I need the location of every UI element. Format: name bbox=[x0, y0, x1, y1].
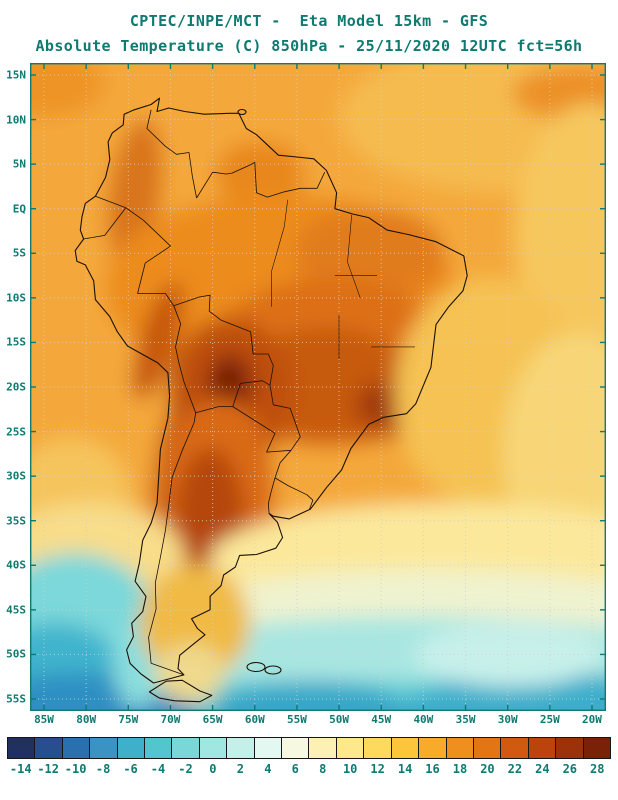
colorbar-cell bbox=[335, 738, 364, 758]
lat-label: 55S bbox=[6, 692, 26, 706]
map-frame bbox=[29, 62, 606, 711]
colorbar-cell bbox=[445, 738, 473, 758]
title-line-1: CPTEC/INPE/MCT - Eta Model 15km - GFS bbox=[129, 12, 489, 30]
lat-label: 10N bbox=[6, 113, 26, 127]
lat-label: 45S bbox=[6, 603, 26, 617]
lat-label: 10S bbox=[6, 291, 26, 305]
lat-label: 35S bbox=[6, 514, 26, 528]
lon-label: 30W bbox=[497, 713, 518, 726]
colorbar-cell bbox=[500, 738, 528, 758]
colorbar-tick-label: 2 bbox=[236, 762, 244, 776]
lat-label: 40S bbox=[6, 558, 26, 572]
colorbar-tick-label: 8 bbox=[319, 762, 327, 776]
colorbar-cell bbox=[171, 738, 199, 758]
colorbar-labels: -14 -12 -10 -8 -6 -4 -2 0 2 4 6 8 10 12 14 16 18 20 22 24 26… bbox=[7, 762, 611, 776]
colorbar-tick-label: 10 bbox=[342, 762, 358, 776]
colorbar-cell bbox=[198, 738, 227, 758]
lat-label: 20S bbox=[6, 380, 26, 394]
lat-label: 15N bbox=[6, 68, 26, 82]
colorbar-tick-label: 22 bbox=[507, 762, 523, 776]
colorbar-cell bbox=[116, 738, 145, 758]
lat-label: 15S bbox=[6, 335, 26, 349]
header: CPTEC/INPE/MCT - Eta Model 15km - GFS Ab… bbox=[0, 0, 618, 59]
lon-label: 45W bbox=[371, 713, 392, 726]
lon-label: 80W bbox=[76, 713, 97, 726]
lon-axis: 85W 80W 75W 70W 65W 60W 55W 50W 45W 40W 35W 30W 25W 2… bbox=[0, 713, 618, 730]
colorbar-cell bbox=[253, 738, 282, 758]
colorbar-cell bbox=[8, 738, 35, 758]
falkland-west bbox=[246, 661, 266, 673]
colorbar-tick-label: 24 bbox=[535, 762, 550, 776]
lon-label: 65W bbox=[202, 713, 223, 726]
colorbar-tick-label: -10 bbox=[64, 762, 87, 776]
colorbar-cell bbox=[390, 738, 419, 758]
colorbar-cell bbox=[308, 738, 336, 758]
lat-label: 5S bbox=[12, 246, 26, 260]
lon-label: 55W bbox=[286, 713, 307, 726]
colorbar-tick-label: -6 bbox=[123, 762, 138, 776]
colorbar-tick-label: 26 bbox=[562, 762, 578, 776]
colorbar-tick-label: 6 bbox=[291, 762, 299, 776]
colorbar-tick-label: 16 bbox=[425, 762, 440, 776]
lon-label: 35W bbox=[455, 713, 476, 726]
map-border bbox=[29, 62, 606, 711]
colorbar-tick-label: -12 bbox=[37, 762, 60, 776]
falkland-east bbox=[264, 665, 282, 675]
colorbar-cell bbox=[61, 738, 90, 758]
country-borders bbox=[83, 109, 415, 676]
colorbar-cell bbox=[527, 738, 556, 758]
colorbar-cell bbox=[144, 738, 172, 758]
temperature-field bbox=[30, 63, 606, 711]
lat-label: 50S bbox=[6, 647, 26, 661]
colorbar-tick-label: -2 bbox=[178, 762, 193, 776]
colorbar-cell bbox=[555, 738, 583, 758]
trinidad bbox=[237, 108, 247, 116]
weather-map-page: CPTEC/INPE/MCT - Eta Model 15km - GFS Ab… bbox=[0, 0, 618, 776]
lon-label: 25W bbox=[539, 713, 560, 726]
colorbar-tick-label: 0 bbox=[209, 762, 217, 776]
lon-label: 20W bbox=[582, 713, 602, 726]
south-america-coast bbox=[74, 97, 468, 684]
colorbar-cell bbox=[582, 738, 610, 758]
map-area: 15N 10N 5N EQ 5S 10S 15S 20S 25S 30S 35S 40S 45S 50S 5… bbox=[0, 62, 618, 711]
colorbar-tick-label: -8 bbox=[95, 762, 111, 776]
lon-label: 50W bbox=[329, 713, 349, 726]
colorbar-cell bbox=[89, 738, 117, 758]
lon-label: 40W bbox=[413, 713, 434, 726]
colorbar bbox=[7, 737, 611, 759]
lat-label: 25S bbox=[6, 425, 26, 439]
coastline bbox=[74, 97, 468, 703]
lon-label: 70W bbox=[160, 713, 181, 726]
lat-label: EQ bbox=[12, 202, 26, 216]
lon-label: 85W bbox=[34, 713, 54, 726]
colorbar-cell bbox=[226, 738, 254, 758]
colorbar-tick-label: 28 bbox=[590, 762, 605, 776]
colorbar-cell bbox=[363, 738, 391, 758]
colorbar-tick-label: 20 bbox=[480, 762, 495, 776]
lon-label: 75W bbox=[118, 713, 139, 726]
title-line-2: Absolute Temperature (C) 850hPa - 25/11/… bbox=[35, 37, 583, 55]
lat-axis: 15N 10N 5N EQ 5S 10S 15S 20S 25S 30S 35S 40S 45S 50S 5… bbox=[0, 63, 28, 711]
colorbar-cell bbox=[472, 738, 501, 758]
colorbar-tick-label: 14 bbox=[397, 762, 413, 776]
colorbar-tick-label: -4 bbox=[150, 762, 166, 776]
lon-label: 60W bbox=[244, 713, 265, 726]
state-borders bbox=[271, 199, 415, 359]
colorbar-tick-label: 4 bbox=[264, 762, 272, 776]
colorbar-tick-label: 12 bbox=[370, 762, 385, 776]
colorbar-cell bbox=[418, 738, 446, 758]
lat-label: 30S bbox=[6, 469, 26, 483]
colorbar-cell bbox=[34, 738, 62, 758]
map-canvas bbox=[29, 62, 606, 711]
colorbar-tick-label: 18 bbox=[452, 762, 468, 776]
lat-label: 5N bbox=[12, 157, 26, 171]
colorbar-cell bbox=[281, 738, 309, 758]
grid-lines bbox=[30, 63, 606, 711]
tierra-del-fuego bbox=[148, 679, 213, 703]
colorbar-tick-label: -14 bbox=[9, 762, 32, 776]
